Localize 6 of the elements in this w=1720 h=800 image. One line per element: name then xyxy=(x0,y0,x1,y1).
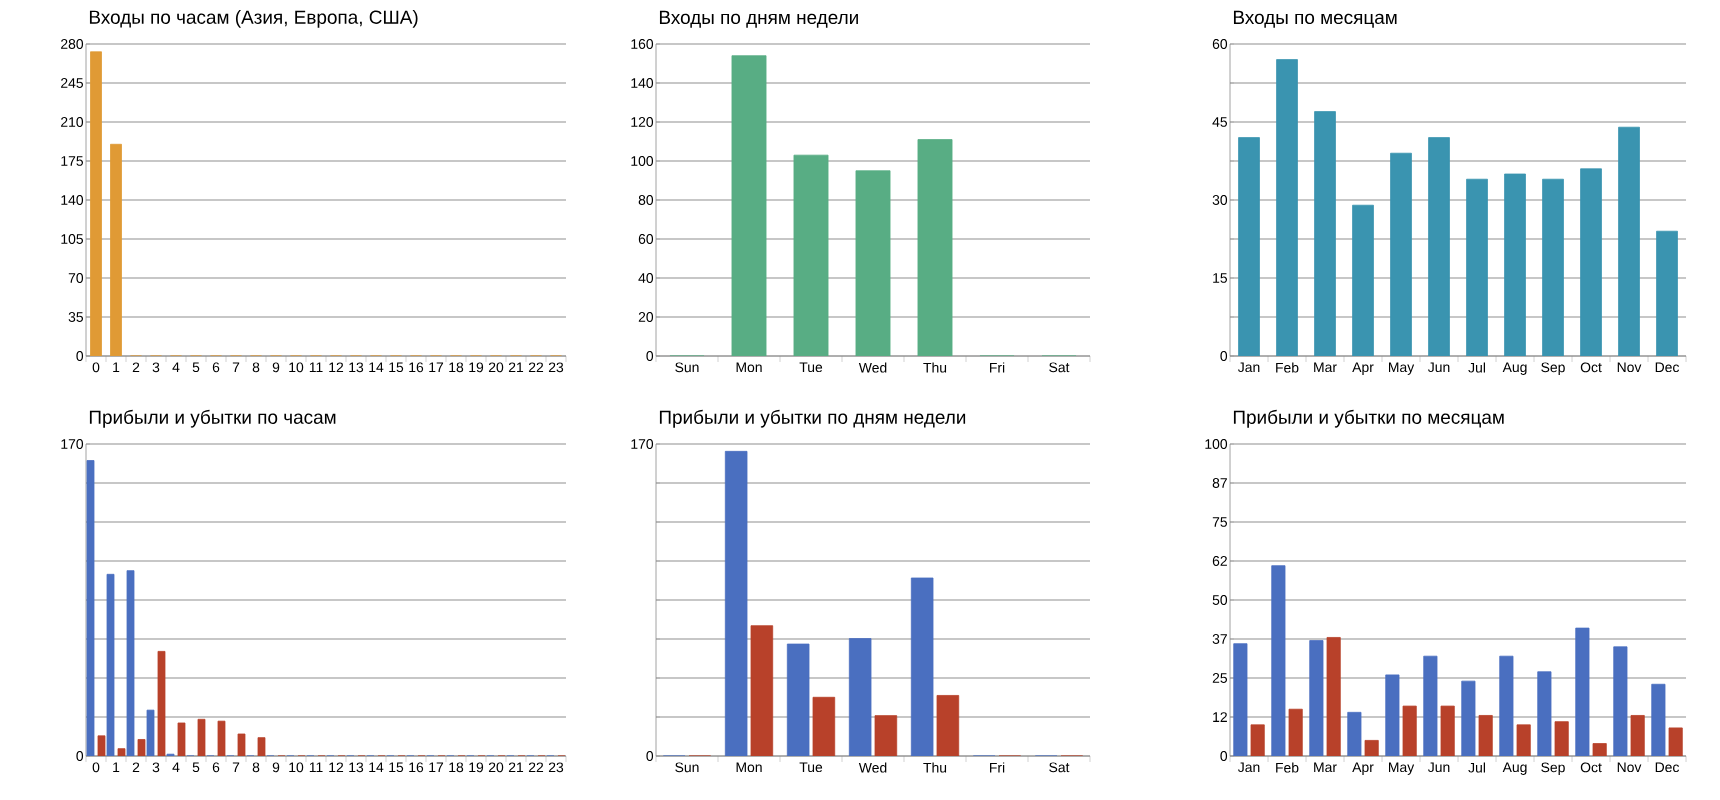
chart-title: Прибыли и убытки по часам xyxy=(89,409,336,428)
chart-title: Прибыли и убытки по дням недели xyxy=(659,409,966,428)
chart-title: Прибыли и убытки по месяцам xyxy=(1233,409,1504,428)
chart-title: Входы по часам (Азия, Европа, США) xyxy=(89,10,418,28)
chart-title: Входы по дням недели xyxy=(659,10,858,28)
chart-title: Входы по месяцам xyxy=(1233,10,1397,28)
